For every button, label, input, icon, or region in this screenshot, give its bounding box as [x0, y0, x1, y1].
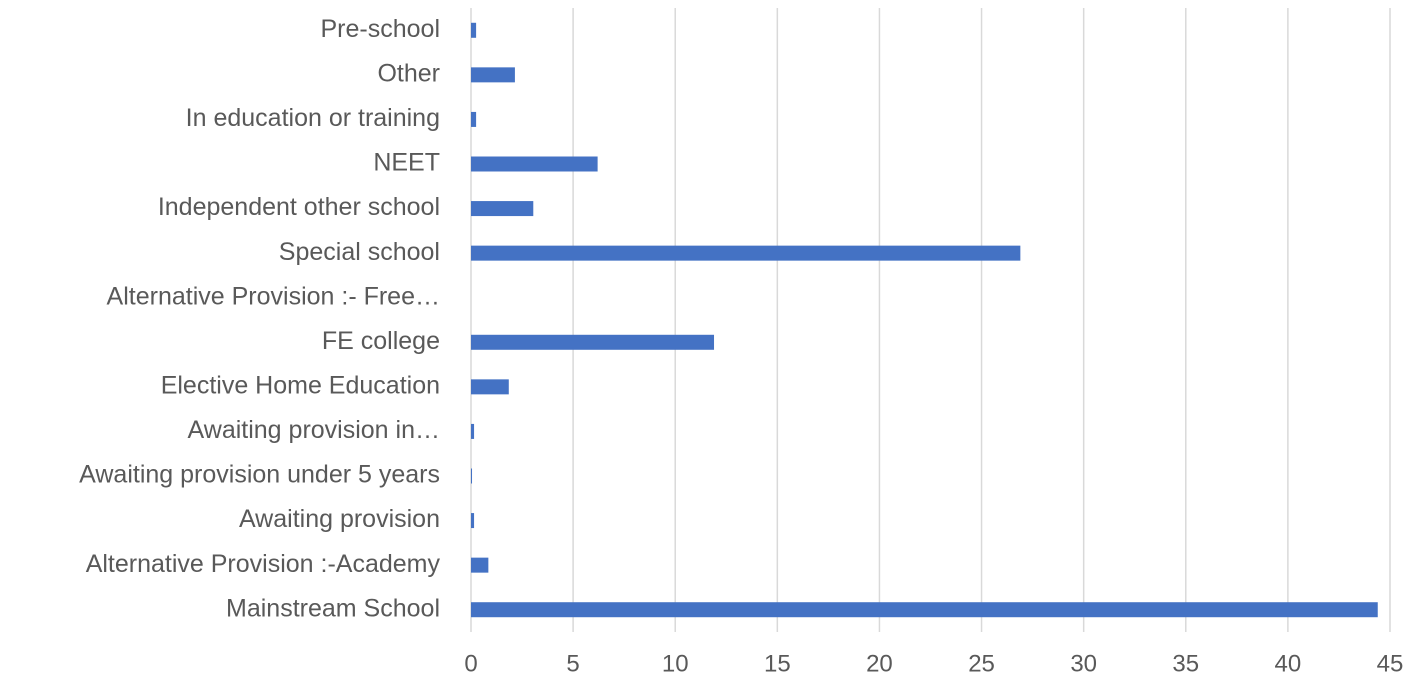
y-tick-label: Awaiting provision under 5 years [79, 461, 440, 489]
bar [471, 334, 715, 350]
y-tick-label: Awaiting provision [239, 505, 440, 533]
bar [471, 468, 473, 484]
bar [471, 67, 515, 83]
x-tick-label: 45 [1377, 650, 1404, 677]
bar [471, 245, 1021, 261]
y-tick-label: Pre-school [321, 15, 441, 43]
bar [471, 201, 534, 217]
y-tick-label: Elective Home Education [161, 371, 440, 399]
x-tick-label: 40 [1275, 650, 1302, 677]
bar [471, 156, 598, 172]
y-tick-label: Special school [279, 238, 440, 266]
x-tick-label: 5 [566, 650, 579, 677]
x-tick-label: 35 [1172, 650, 1199, 677]
y-tick-label: FE college [322, 327, 440, 355]
bar [471, 379, 509, 395]
x-tick-label: 25 [968, 650, 995, 677]
bar [471, 111, 477, 127]
y-tick-label: Independent other school [158, 193, 440, 221]
y-tick-label: Other [377, 59, 440, 87]
bar [471, 513, 475, 529]
x-tick-label: 20 [866, 650, 893, 677]
bar [471, 602, 1378, 618]
y-tick-label: Alternative Provision :-Academy [86, 550, 441, 578]
x-tick-label: 10 [662, 650, 689, 677]
bar [471, 557, 489, 573]
y-tick-label: Alternative Provision :- Free… [107, 282, 440, 310]
y-tick-label: NEET [373, 149, 440, 177]
y-tick-label: Mainstream School [226, 594, 440, 622]
x-tick-label: 30 [1070, 650, 1097, 677]
bar [471, 22, 477, 38]
x-tick-label: 0 [464, 650, 477, 677]
x-tick-label: 15 [764, 650, 791, 677]
bar [471, 423, 475, 439]
y-tick-label: In education or training [186, 104, 440, 132]
y-tick-label: Awaiting provision in… [188, 416, 440, 444]
